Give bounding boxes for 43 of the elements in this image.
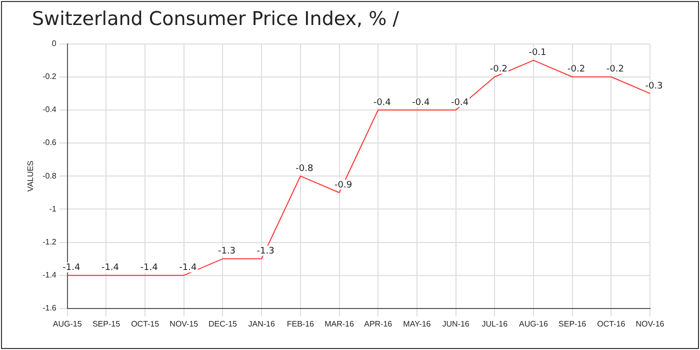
y-tick-label: -1.2 <box>42 237 57 246</box>
y-tick-label: -0.8 <box>42 171 57 180</box>
data-label: -0.9 <box>334 180 352 190</box>
x-tick-label: AUG-15 <box>52 319 82 328</box>
data-label: -1.3 <box>256 246 274 257</box>
x-tick-label: OCT-16 <box>597 319 626 328</box>
data-label: -1.4 <box>140 263 158 274</box>
data-label: -1.4 <box>179 263 197 274</box>
x-tick-label: AUG-16 <box>519 319 548 328</box>
x-tick-label: DEC-15 <box>208 319 238 328</box>
y-tick-label: -1 <box>49 204 57 214</box>
y-tick-label: -1.4 <box>42 270 57 280</box>
data-label: -0.4 <box>412 98 430 108</box>
y-tick-label: -0.6 <box>42 138 57 148</box>
y-tick-label: 0 <box>52 39 57 48</box>
x-tick-label: NOV-15 <box>170 319 199 328</box>
y-tick-label: -1.6 <box>42 304 57 313</box>
y-axis-title: VALUES <box>26 160 36 192</box>
data-label: -0.4 <box>373 98 392 108</box>
x-tick-label: FEB-16 <box>286 319 315 328</box>
x-tick-label: SEP-15 <box>92 319 121 328</box>
chart-title: Switzerland Consumer Price Index, % / <box>32 8 400 30</box>
x-tick-label: OCT-15 <box>131 319 160 328</box>
data-label: -0.1 <box>528 48 546 58</box>
data-label: -0.2 <box>568 64 586 75</box>
data-label: -0.2 <box>606 64 624 75</box>
data-label: -0.4 <box>451 98 469 108</box>
x-tick-label: APR-16 <box>364 319 393 328</box>
data-label: -0.2 <box>490 64 508 75</box>
x-tick-label: JAN-16 <box>248 319 276 328</box>
x-tick-label: NOV-16 <box>636 319 665 328</box>
x-tick-label: JUN-16 <box>442 319 470 328</box>
data-label: -1.4 <box>62 263 80 274</box>
x-tick-label: MAR-16 <box>324 319 354 328</box>
data-label: -0.8 <box>296 164 314 174</box>
data-label: -1.4 <box>101 263 120 274</box>
data-label: -0.3 <box>645 81 663 92</box>
y-tick-label: -0.4 <box>42 105 57 114</box>
x-tick-label: JUL-16 <box>482 319 508 328</box>
y-tick-label: -0.2 <box>42 72 57 82</box>
data-label: -1.3 <box>218 246 236 257</box>
x-tick-label: SEP-16 <box>558 319 587 328</box>
x-tick-label: MAY-16 <box>403 319 432 328</box>
